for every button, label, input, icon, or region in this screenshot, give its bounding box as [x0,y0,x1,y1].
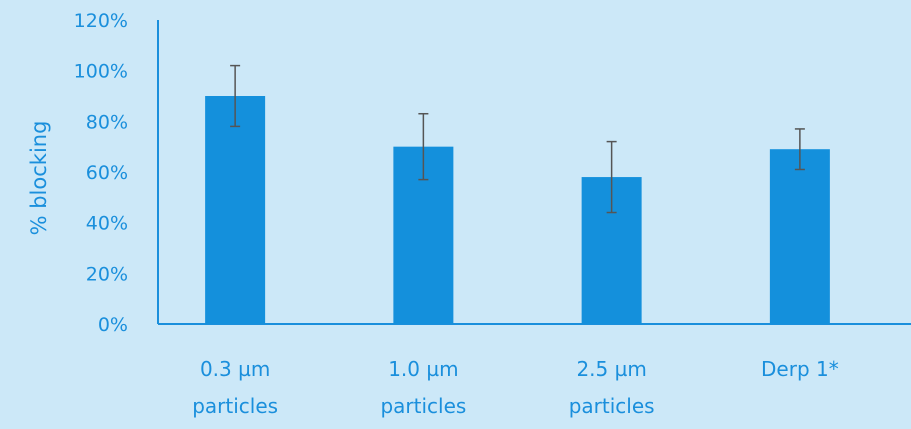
y-tick-label: 100% [74,61,128,83]
x-tick-label: particles [192,394,278,418]
x-tick-label: particles [380,394,466,418]
y-tick-label: 40% [86,213,128,235]
bar [205,96,265,324]
x-tick-label: 0.3 µm [200,357,270,381]
y-tick-label: 0% [98,314,128,336]
x-tick-label: particles [569,394,655,418]
x-tick-label: Derp 1* [761,357,839,381]
y-tick-label: 120% [74,10,128,32]
bar [770,149,830,324]
x-tick-label: 2.5 µm [576,357,646,381]
y-tick-label: 20% [86,263,128,285]
x-tick-label: 1.0 µm [388,357,458,381]
y-tick-label: 60% [86,162,128,184]
y-axis-label: % blocking [27,121,51,236]
y-tick-label: 80% [86,111,128,133]
